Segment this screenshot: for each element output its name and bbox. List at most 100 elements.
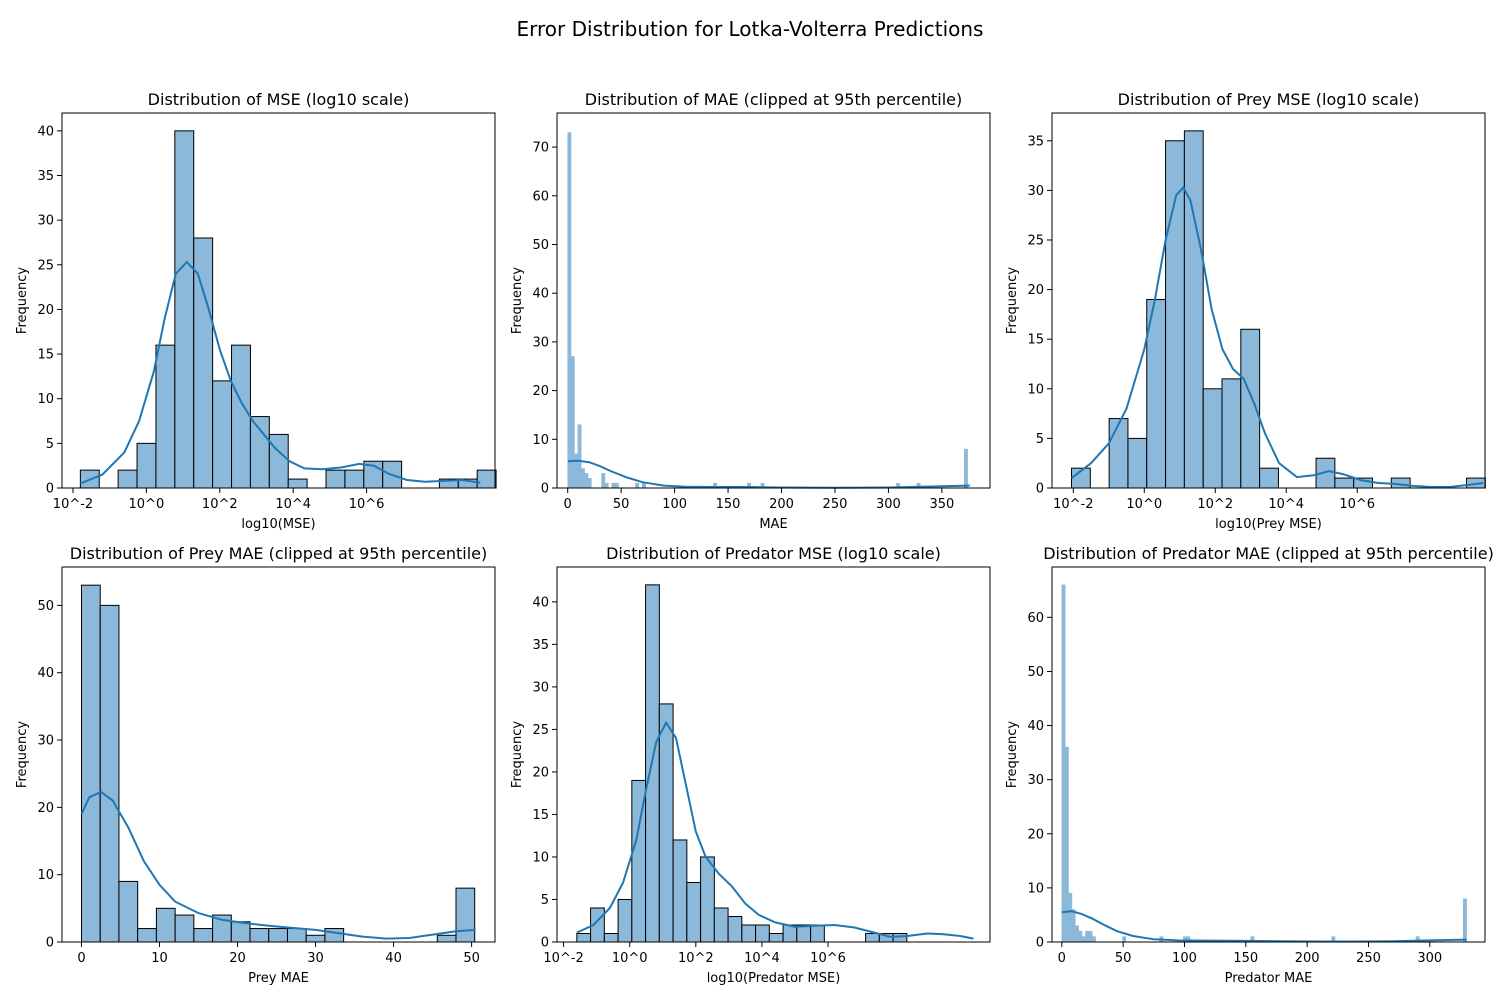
subplot-2: 0 50 100 150 200 250 300 350 0 10 20 30 40 50 60 70 Dist…: [510, 90, 991, 532]
subplot-title: Distribution of Prey MAE (clipped at 95t…: [70, 544, 487, 563]
y-tick-label: 20: [532, 384, 549, 399]
histogram-bar: [436, 934, 457, 943]
y-tick-label: 30: [37, 734, 54, 749]
axes-frame: [556, 566, 991, 943]
histogram-bar: [1085, 930, 1090, 943]
y-tick-label: 30: [1027, 773, 1044, 788]
x-tick-label: 300: [876, 497, 901, 512]
histogram-bar: [1202, 388, 1223, 489]
x-tick-label: 200: [769, 497, 794, 512]
y-tick-label: 20: [1027, 283, 1044, 298]
histogram-bar: [810, 924, 825, 943]
x-tick-label: 10^-2: [53, 497, 93, 512]
histogram-bar: [635, 482, 640, 489]
y-tick-label: 10: [532, 850, 549, 865]
histogram-bar: [268, 928, 288, 943]
x-tick-label: 350: [929, 497, 954, 512]
histogram-bar: [1075, 925, 1079, 943]
histogram-bar: [1183, 130, 1204, 489]
figure-title: Error Distribution for Lotka-Volterra Pr…: [517, 17, 984, 41]
y-tick-label: 15: [37, 348, 54, 363]
x-tick-label: 10^4: [744, 951, 780, 966]
x-tick-label: 10^4: [1268, 497, 1304, 512]
y-tick-label: 0: [1036, 936, 1044, 951]
y-axis-label: Frequency: [1005, 267, 1020, 334]
histogram-bar: [1462, 898, 1467, 943]
x-tick-label: 50: [463, 951, 480, 966]
x-axis-label: log10(MSE): [241, 517, 315, 532]
x-axis-label: Prey MAE: [248, 971, 309, 986]
histogram-bar: [686, 881, 702, 943]
histogram-bar: [1221, 378, 1242, 489]
histogram-bar: [1061, 584, 1066, 943]
subplot-4: 0 10 20 30 40 50 0 10 20 30 40 50 Distribution of Pr…: [15, 544, 496, 986]
y-tick-label: 50: [37, 599, 54, 614]
y-tick-label: 10: [37, 392, 54, 407]
kde-curve: [79, 260, 481, 485]
y-tick-label: 35: [1027, 134, 1044, 149]
subplot-title: Distribution of Prey MSE (log10 scale): [1118, 90, 1420, 109]
histogram-bar: [1088, 930, 1093, 943]
y-tick-label: 0: [1036, 482, 1044, 497]
y-tick-label: 40: [37, 666, 54, 681]
axes-frame: [61, 112, 496, 489]
subplot-1: 10^-2 10^0 10^2 10^4 10^6 0 5 10 15 20 25 30 35 40 Dis…: [15, 90, 497, 532]
histogram-bar: [658, 703, 674, 943]
x-tick-label: 10^6: [349, 497, 385, 512]
y-tick-label: 30: [37, 214, 54, 229]
kde-curve: [80, 790, 476, 940]
histogram-bar: [1165, 140, 1185, 489]
y-tick-label: 40: [1027, 719, 1044, 734]
histogram-bar: [963, 448, 968, 489]
subplot-title: Distribution of MSE (log10 scale): [148, 90, 410, 109]
histogram-bar: [137, 928, 157, 943]
histogram-bar: [1091, 936, 1096, 943]
histogram-bar: [727, 915, 743, 943]
histogram-bar: [305, 934, 326, 943]
histogram-bar: [193, 928, 214, 943]
x-tick-label: 150: [716, 497, 741, 512]
subplot-5: 10^-2 10^0 10^2 10^4 10^6 0 5 10 15 20 25 30 35 40 Dis…: [510, 544, 991, 986]
y-axis-label: Frequency: [15, 721, 30, 788]
histogram-bar: [580, 468, 585, 489]
axes-frame: [556, 112, 991, 489]
y-tick-label: 70: [532, 141, 549, 156]
histogram-bar: [1068, 893, 1073, 943]
histogram-bar: [193, 237, 214, 489]
x-tick-label: 10^0: [129, 497, 165, 512]
x-tick-label: 50: [1115, 951, 1132, 966]
y-tick-label: 30: [532, 335, 549, 350]
y-axis-label: Frequency: [1005, 721, 1020, 788]
histogram-bar: [614, 482, 619, 489]
subplot-title: Distribution of Predator MAE (clipped at…: [1043, 544, 1494, 563]
histogram-bar: [1259, 467, 1279, 489]
y-tick-label: 60: [532, 189, 549, 204]
x-tick-label: 250: [1356, 951, 1381, 966]
x-axis-label: Predator MAE: [1225, 971, 1313, 986]
histogram-bar: [1122, 936, 1127, 943]
y-tick-label: 10: [37, 868, 54, 883]
histogram-bar: [768, 932, 784, 943]
x-axis-label: MAE: [759, 517, 787, 532]
histogram-bar: [713, 907, 729, 943]
histogram-bar: [865, 932, 880, 943]
x-tick-label: 100: [1172, 951, 1197, 966]
x-tick-label: 10^0: [1126, 497, 1162, 512]
histogram-bar: [1078, 930, 1083, 943]
y-tick-label: 15: [532, 808, 549, 823]
y-tick-label: 40: [37, 124, 54, 139]
y-axis-label: Frequency: [510, 721, 525, 788]
kde-curve: [1061, 910, 1467, 943]
histogram-bar: [603, 932, 619, 943]
y-tick-label: 5: [46, 437, 54, 452]
y-tick-label: 35: [532, 638, 549, 653]
x-tick-label: 10^4: [275, 497, 311, 512]
histogram-bar: [611, 482, 616, 489]
histogram-bar: [155, 907, 176, 943]
histogram-bar: [796, 924, 812, 943]
histogram-bar: [574, 453, 579, 489]
histogram-bar: [741, 924, 757, 943]
histogram-bar: [755, 924, 770, 943]
histogram-bar: [617, 898, 633, 943]
histogram-bar: [324, 928, 345, 943]
